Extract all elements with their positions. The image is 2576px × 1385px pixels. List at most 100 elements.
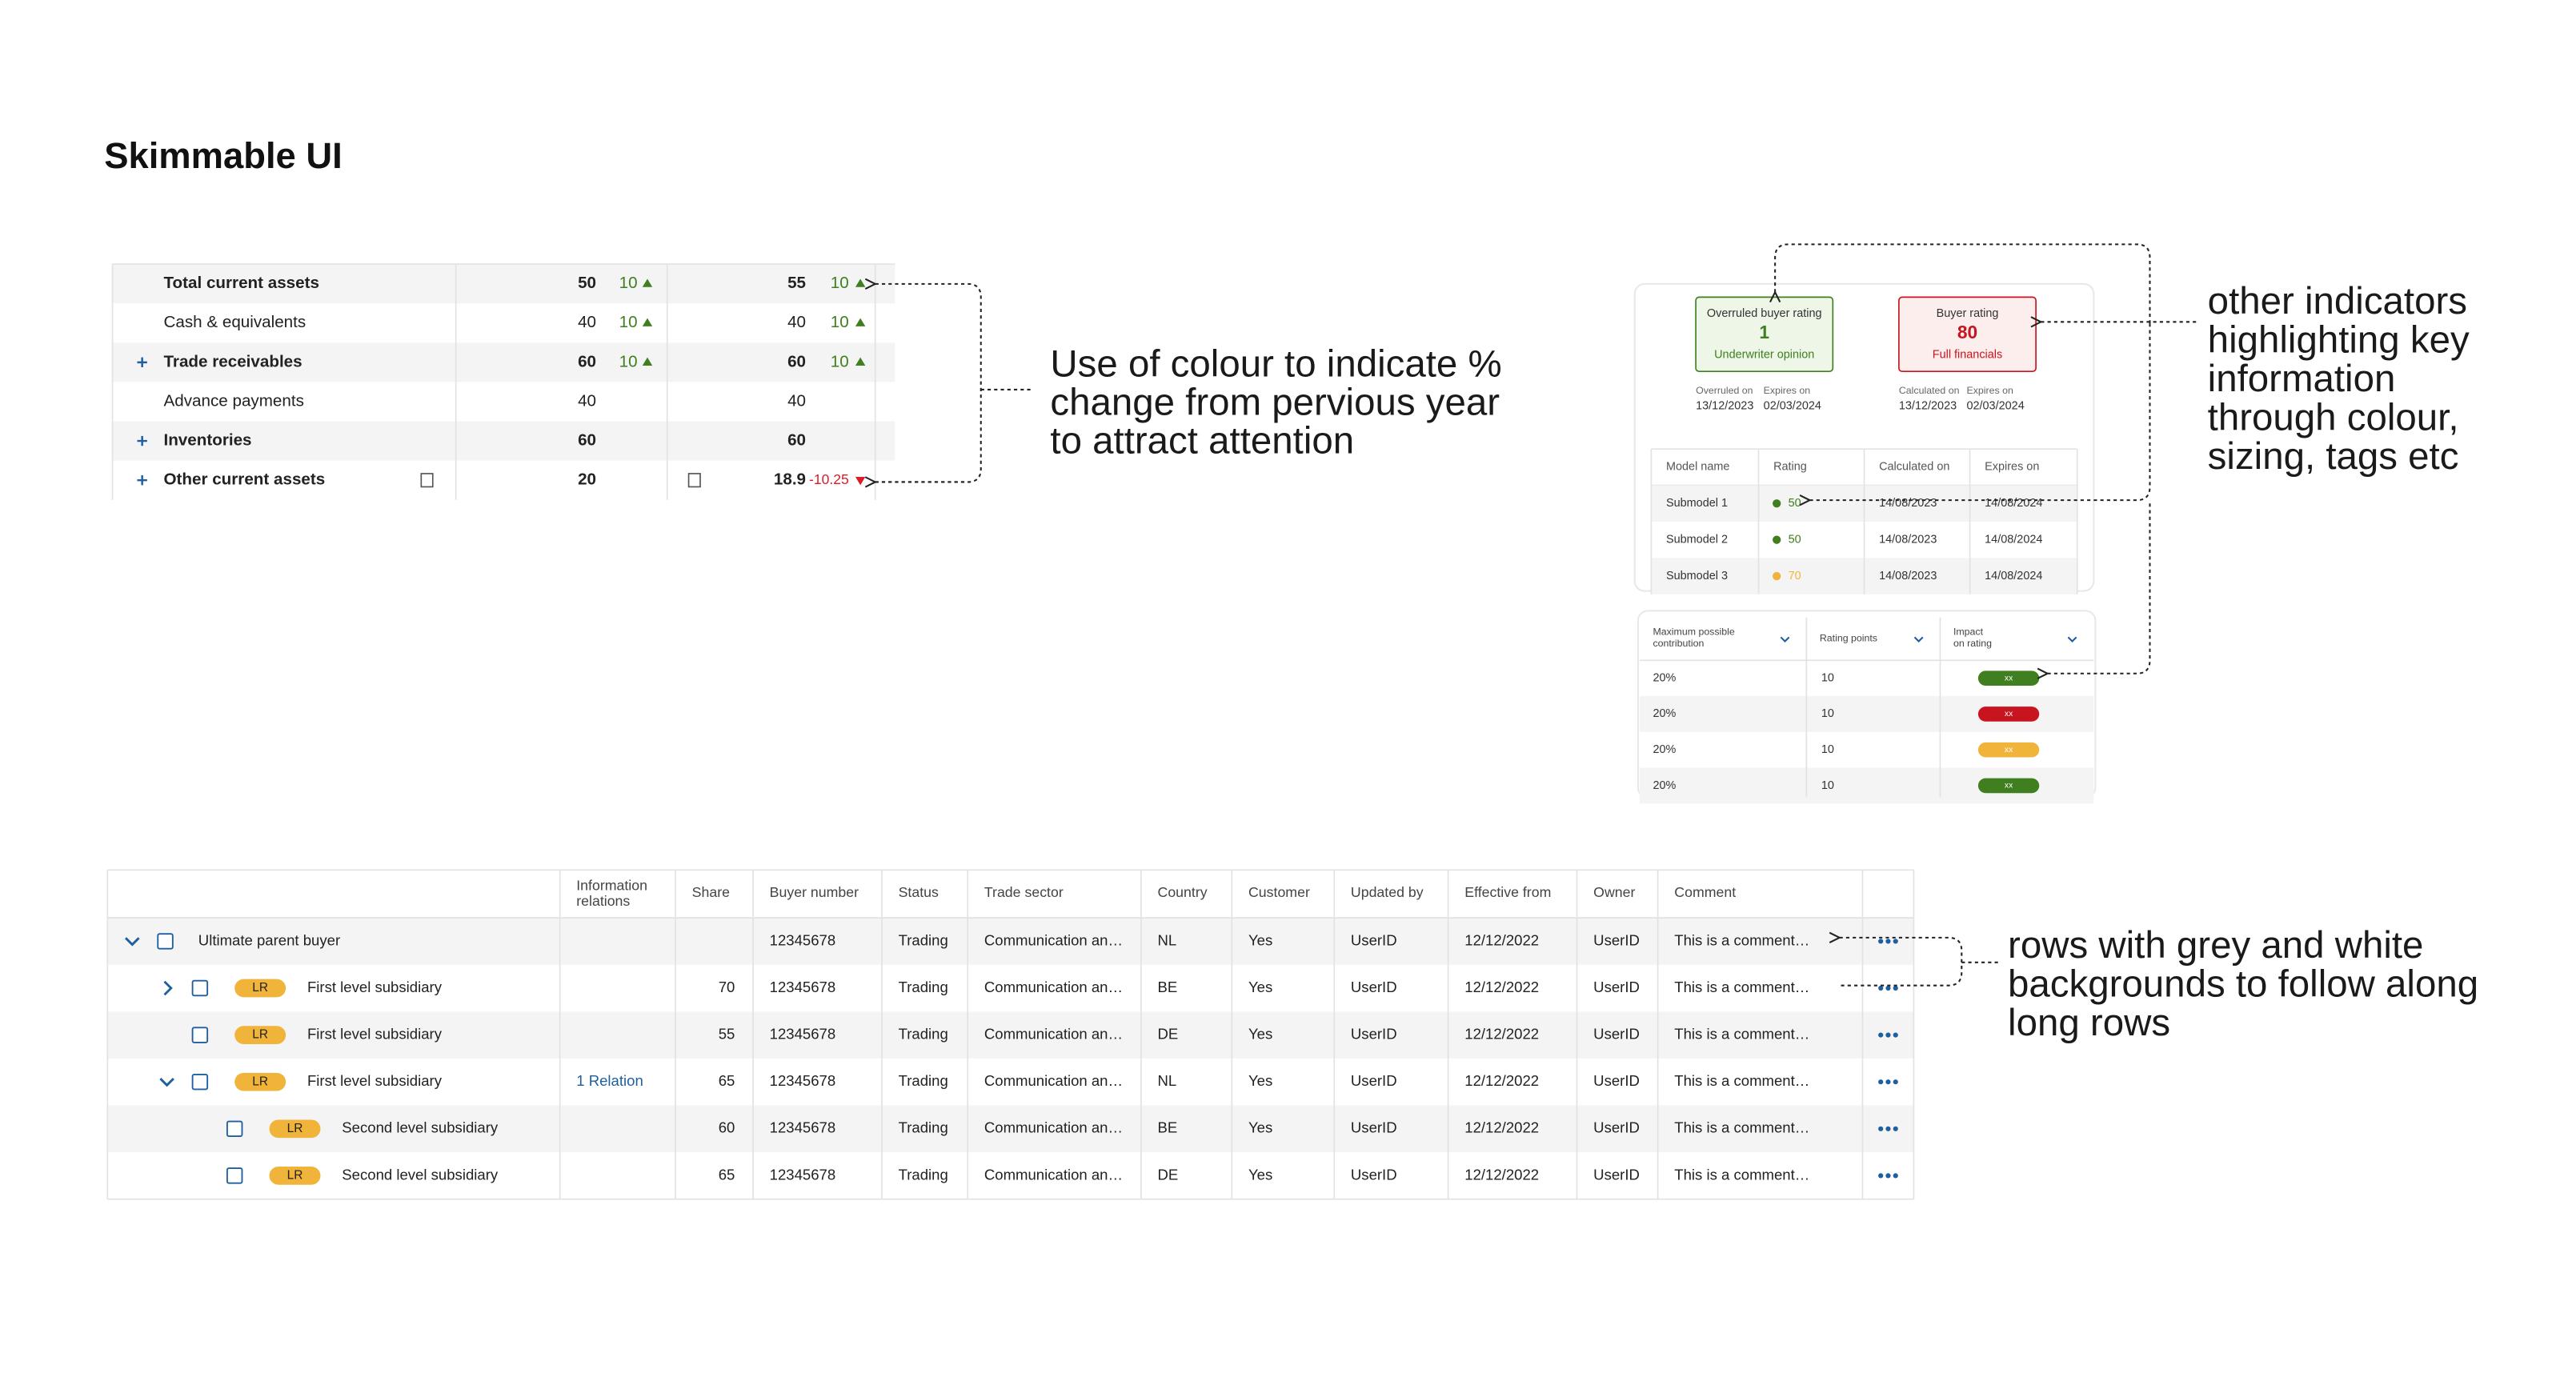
expand-icon	[137, 474, 147, 486]
cell: 20%	[1653, 779, 1676, 792]
impact-tag	[1977, 670, 2040, 686]
cell: 12/12/2022	[1464, 979, 1539, 995]
annotation: change from pervious year	[1050, 382, 1500, 424]
change: 10	[619, 352, 638, 370]
impact-tag	[1977, 778, 2040, 794]
column-header: Expires on	[1985, 461, 2039, 474]
cell: This is a comment…	[1674, 1072, 1809, 1089]
more-actions	[1885, 1126, 1891, 1131]
row-label: Advance payments	[163, 391, 303, 410]
column-header: Buyer number	[770, 884, 859, 900]
change: 10	[831, 352, 849, 370]
cell: UserID	[1351, 979, 1397, 995]
annotation: to attract attention	[1050, 420, 1354, 462]
annotation: backgrounds to follow along	[2008, 963, 2478, 1005]
more-actions	[1878, 1126, 1884, 1131]
annotation: other indicators	[2208, 280, 2467, 322]
rating-dot	[1773, 499, 1781, 508]
date-label: Overruled on	[1696, 385, 1753, 396]
column-header: Status	[899, 884, 939, 900]
change: -10.25	[809, 471, 849, 487]
more-actions	[1885, 985, 1891, 991]
rating-card	[1695, 296, 1834, 373]
cell: UserID	[1593, 1119, 1640, 1136]
impact-label: xx	[2005, 710, 2013, 719]
cell: 12/12/2022	[1464, 1072, 1539, 1089]
cell: UserID	[1593, 1072, 1640, 1089]
cell: Submodel 3	[1666, 570, 1728, 582]
cell: 14/08/2024	[1985, 497, 2042, 510]
cell: Second level subsidiary	[342, 1166, 499, 1183]
rating-dot	[1773, 535, 1781, 544]
cell: 65	[719, 1072, 735, 1089]
cell: UserID	[1351, 1166, 1397, 1183]
cell: Yes	[1248, 979, 1272, 995]
cell: 12/12/2022	[1464, 1119, 1539, 1136]
cell: DE	[1158, 1166, 1179, 1183]
cell: UserID	[1593, 979, 1640, 995]
cell: 10	[1821, 743, 1834, 756]
row-band	[107, 918, 1914, 965]
impact-label: xx	[2005, 746, 2013, 755]
more-actions	[1878, 985, 1884, 991]
cell: 12345678	[770, 931, 836, 948]
cell: Trading	[899, 1119, 948, 1136]
column-header: Share	[692, 884, 730, 900]
annotation: long rows	[2008, 1002, 2170, 1044]
value: 40	[578, 313, 596, 331]
impact-label: xx	[2005, 782, 2013, 791]
cell: Communication an…	[984, 979, 1123, 995]
row-label: Other current assets	[163, 470, 325, 489]
cell: UserID	[1351, 1072, 1397, 1089]
value: 40	[787, 313, 806, 331]
card-value: 80	[1957, 322, 1977, 342]
cell: Trading	[899, 1072, 948, 1089]
cell: 60	[719, 1119, 735, 1136]
up-indicator	[642, 318, 653, 326]
more-actions	[1893, 985, 1898, 991]
page-title: Skimmable UI	[104, 135, 343, 176]
row-band	[107, 1105, 1914, 1153]
up-indicator	[642, 357, 653, 366]
column-header: Country	[1158, 884, 1208, 900]
cell: First level subsidiary	[307, 979, 443, 995]
row-label: Cash & equivalents	[163, 313, 306, 331]
expand-icon	[137, 357, 147, 368]
more-actions	[1878, 939, 1884, 944]
cell: 10	[1821, 671, 1834, 684]
icon	[687, 473, 701, 488]
cell: 12/12/2022	[1464, 1026, 1539, 1043]
cell: DE	[1158, 1026, 1179, 1043]
cell: Communication an…	[984, 1072, 1123, 1089]
cell: UserID	[1351, 931, 1397, 948]
card-source: Full financials	[1933, 348, 2002, 361]
value: 55	[787, 274, 806, 292]
cell: Yes	[1248, 1072, 1272, 1089]
cell: Yes	[1248, 1119, 1272, 1136]
cell: 12345678	[770, 1119, 836, 1136]
change: 10	[831, 313, 849, 331]
cell: BE	[1158, 979, 1178, 995]
cell: 12/12/2022	[1464, 931, 1539, 948]
cell: Trading	[899, 1026, 948, 1043]
impact-tag	[1977, 742, 2040, 758]
change: 10	[619, 274, 638, 292]
arrow	[1775, 243, 2151, 324]
checkbox	[191, 1073, 209, 1091]
column-header: Owner	[1593, 884, 1635, 900]
tag-label: LR	[252, 1028, 268, 1042]
column-header: Impact	[1953, 626, 1984, 637]
more-actions	[1885, 939, 1891, 944]
cell: Communication an…	[984, 931, 1123, 948]
cell: This is a comment…	[1674, 1026, 1809, 1043]
column-header: Customer	[1248, 884, 1310, 900]
checkbox	[191, 979, 209, 997]
cell: 20%	[1653, 743, 1676, 756]
row-label: Inventories	[163, 431, 251, 450]
value: 50	[578, 274, 596, 292]
more-actions	[1893, 1032, 1898, 1038]
cell: 70	[719, 979, 735, 995]
column-header: Model name	[1666, 461, 1729, 474]
